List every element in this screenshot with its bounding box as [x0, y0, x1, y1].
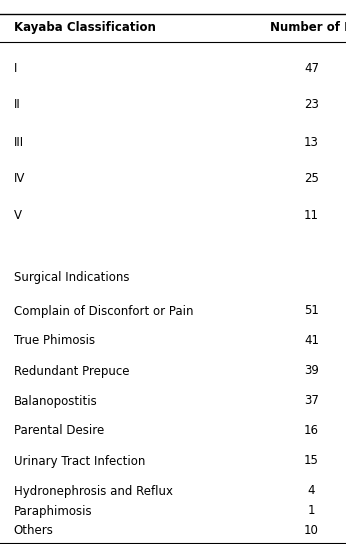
Text: Urinary Tract Infection: Urinary Tract Infection [14, 454, 145, 467]
Text: Paraphimosis: Paraphimosis [14, 504, 92, 517]
Text: Balanopostitis: Balanopostitis [14, 394, 98, 407]
Text: 10: 10 [304, 524, 319, 537]
Text: 15: 15 [304, 454, 319, 467]
Text: True Phimosis: True Phimosis [14, 335, 95, 348]
Text: V: V [14, 209, 22, 222]
Text: Number of Boys: Number of Boys [270, 22, 346, 34]
Text: IV: IV [14, 172, 25, 186]
Text: Others: Others [14, 524, 54, 537]
Text: 25: 25 [304, 172, 319, 186]
Text: 11: 11 [304, 209, 319, 222]
Text: 47: 47 [304, 61, 319, 75]
Text: 16: 16 [304, 424, 319, 437]
Text: Redundant Prepuce: Redundant Prepuce [14, 364, 129, 378]
Text: Hydronephrosis and Reflux: Hydronephrosis and Reflux [14, 485, 173, 498]
Text: Parental Desire: Parental Desire [14, 424, 104, 437]
Text: 41: 41 [304, 335, 319, 348]
Text: 1: 1 [308, 504, 315, 517]
Text: Complain of Disconfort or Pain: Complain of Disconfort or Pain [14, 305, 193, 318]
Text: 39: 39 [304, 364, 319, 378]
Text: 23: 23 [304, 98, 319, 112]
Text: 51: 51 [304, 305, 319, 318]
Text: Surgical Indications: Surgical Indications [14, 271, 129, 285]
Text: Kayaba Classification: Kayaba Classification [14, 22, 156, 34]
Text: 4: 4 [308, 485, 315, 498]
Text: II: II [14, 98, 21, 112]
Text: III: III [14, 135, 24, 149]
Text: 37: 37 [304, 394, 319, 407]
Text: I: I [14, 61, 17, 75]
Text: 13: 13 [304, 135, 319, 149]
